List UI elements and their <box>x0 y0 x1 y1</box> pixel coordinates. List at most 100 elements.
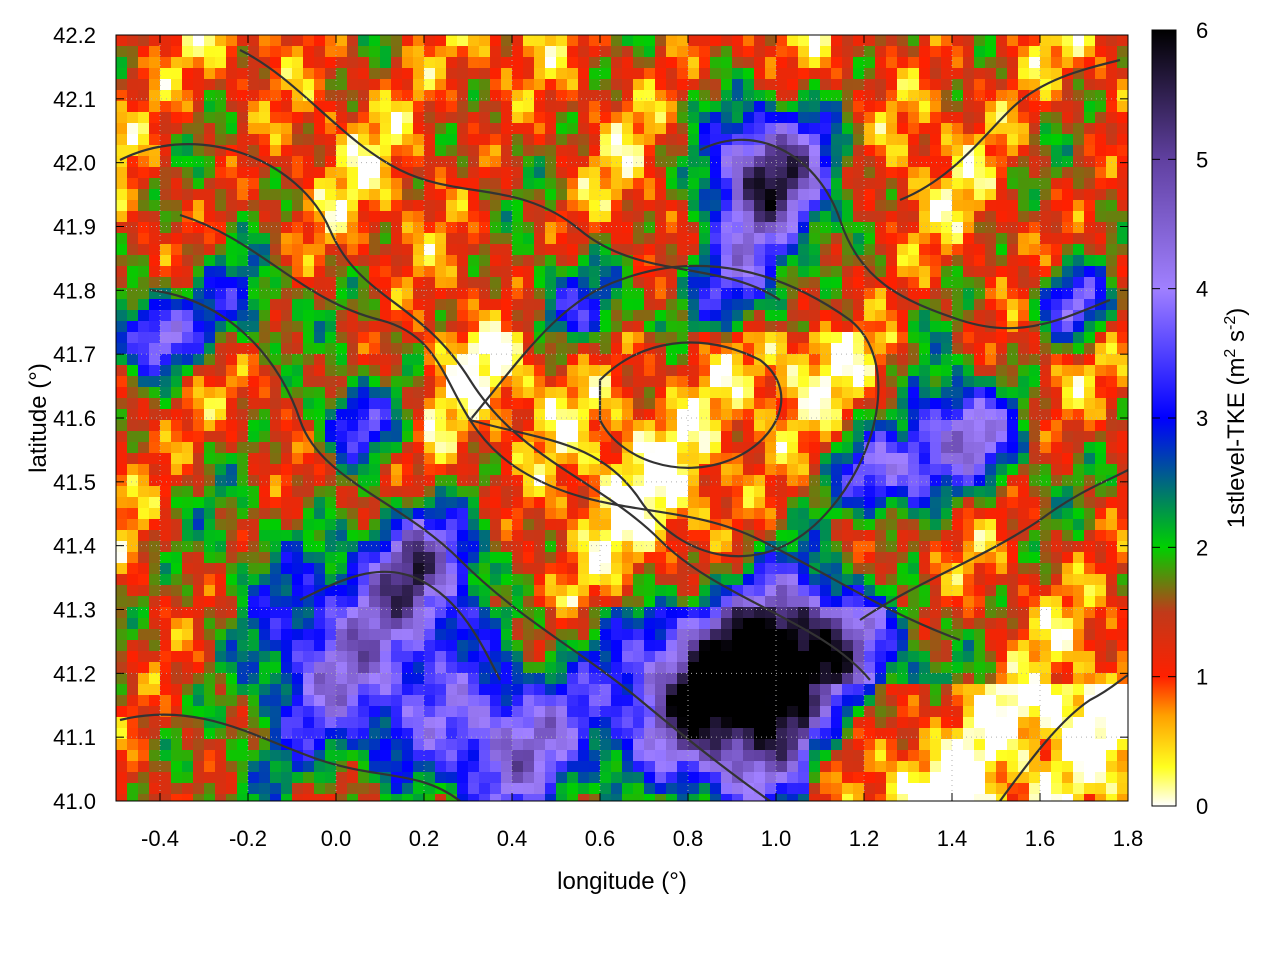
heatmap-cell <box>919 343 931 355</box>
heatmap-cell <box>1073 299 1085 311</box>
heatmap-cell <box>435 222 447 234</box>
heatmap-cell <box>127 453 139 465</box>
heatmap-cell <box>248 211 260 223</box>
heatmap-cell <box>116 35 128 47</box>
heatmap-cell <box>809 68 821 80</box>
heatmap-cell <box>1007 409 1019 421</box>
heatmap-cell <box>303 189 315 201</box>
heatmap-cell <box>446 35 458 47</box>
heatmap-cell <box>138 68 150 80</box>
heatmap-cell <box>853 112 865 124</box>
heatmap-cell <box>182 365 194 377</box>
heatmap-cell <box>721 68 733 80</box>
heatmap-cell <box>424 310 436 322</box>
heatmap-cell <box>204 46 216 58</box>
heatmap-cell <box>974 420 986 432</box>
heatmap-cell <box>567 123 579 135</box>
heatmap-cell <box>215 211 227 223</box>
heatmap-cell <box>116 266 128 278</box>
heatmap-cell <box>985 211 997 223</box>
heatmap-cell <box>479 519 491 531</box>
heatmap-cell <box>754 607 766 619</box>
heatmap-cell <box>611 57 623 69</box>
heatmap-cell <box>292 46 304 58</box>
heatmap-cell <box>402 563 414 575</box>
heatmap-cell <box>1062 475 1074 487</box>
heatmap-cell <box>215 343 227 355</box>
heatmap-cell <box>413 442 425 454</box>
heatmap-cell <box>149 321 161 333</box>
heatmap-cell <box>303 233 315 245</box>
heatmap-cell <box>622 585 634 597</box>
heatmap-cell <box>149 266 161 278</box>
heatmap-cell <box>908 321 920 333</box>
heatmap-cell <box>1117 464 1128 476</box>
heatmap-cell <box>1007 123 1019 135</box>
heatmap-cell <box>611 211 623 223</box>
heatmap-cell <box>864 299 876 311</box>
heatmap-cell <box>952 321 964 333</box>
heatmap-cell <box>1040 563 1052 575</box>
heatmap-cell <box>138 277 150 289</box>
heatmap-cell <box>259 189 271 201</box>
heatmap-cell <box>413 112 425 124</box>
heatmap-cell <box>897 376 909 388</box>
heatmap-cell <box>479 57 491 69</box>
heatmap-cell <box>908 200 920 212</box>
heatmap-cell <box>798 607 810 619</box>
heatmap-cell <box>160 365 172 377</box>
heatmap-cell <box>765 233 777 245</box>
heatmap-cell <box>138 288 150 300</box>
heatmap-cell <box>116 90 128 102</box>
heatmap-cell <box>941 123 953 135</box>
heatmap-cell <box>490 442 502 454</box>
heatmap-cell <box>820 123 832 135</box>
heatmap-cell <box>787 189 799 201</box>
heatmap-cell <box>688 233 700 245</box>
heatmap-cell <box>809 244 821 256</box>
heatmap-cell <box>633 299 645 311</box>
heatmap-cell <box>699 244 711 256</box>
heatmap-cell <box>688 497 700 509</box>
heatmap-cell <box>1051 57 1063 69</box>
heatmap-cell <box>402 79 414 91</box>
heatmap-cell <box>798 211 810 223</box>
heatmap-cell <box>479 387 491 399</box>
heatmap-cell <box>875 288 887 300</box>
heatmap-cell <box>677 211 689 223</box>
heatmap-cell <box>578 266 590 278</box>
heatmap-cell <box>116 453 128 465</box>
heatmap-cell <box>138 189 150 201</box>
heatmap-cell <box>424 288 436 300</box>
heatmap-cell <box>974 46 986 58</box>
heatmap-cell <box>930 200 942 212</box>
heatmap-cell <box>369 255 381 267</box>
heatmap-cell <box>699 90 711 102</box>
heatmap-cell <box>490 178 502 190</box>
heatmap-cell <box>325 530 337 542</box>
heatmap-cell <box>215 596 227 608</box>
heatmap-cell <box>457 486 469 498</box>
heatmap-cell <box>512 332 524 344</box>
heatmap-cell <box>754 35 766 47</box>
heatmap-cell <box>1106 101 1118 113</box>
heatmap-cell <box>281 68 293 80</box>
heatmap-cell <box>127 442 139 454</box>
heatmap-cell <box>765 596 777 608</box>
heatmap-cell <box>116 222 128 234</box>
heatmap-cell <box>952 277 964 289</box>
heatmap-cell <box>974 475 986 487</box>
heatmap-cell <box>325 574 337 586</box>
heatmap-cell <box>875 68 887 80</box>
heatmap-cell <box>270 156 282 168</box>
heatmap-cell <box>611 145 623 157</box>
heatmap-cell <box>1018 475 1030 487</box>
heatmap-cell <box>248 123 260 135</box>
heatmap-cell <box>820 376 832 388</box>
heatmap-cell <box>919 266 931 278</box>
heatmap-cell <box>1106 211 1118 223</box>
heatmap-cell <box>435 354 447 366</box>
heatmap-cell <box>644 431 656 443</box>
heatmap-cell <box>842 310 854 322</box>
heatmap-cell <box>897 365 909 377</box>
